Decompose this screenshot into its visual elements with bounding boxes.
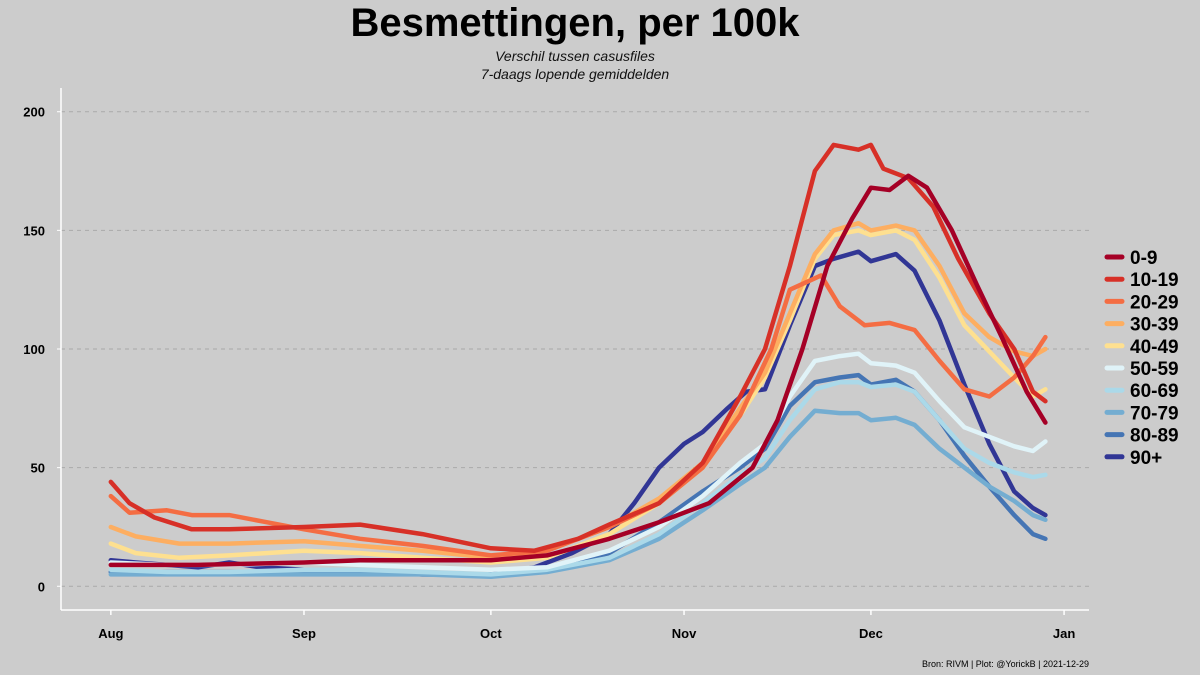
legend: 0-910-1920-2930-3940-4950-5960-6970-7980…	[1104, 248, 1179, 469]
series-line-90plus	[108, 249, 1048, 577]
legend-label: 10-19	[1130, 270, 1179, 291]
legend-label: 40-49	[1130, 337, 1179, 358]
y-tick-label: 0	[38, 579, 45, 594]
series-line-70-79	[108, 408, 1048, 580]
series-lines	[108, 142, 1048, 580]
axes: 0 50 100 150 200 Aug Sep Oct Nov Dec Jan	[23, 88, 1089, 641]
legend-label: 70-79	[1130, 403, 1179, 424]
legend-label: 60-69	[1130, 381, 1179, 402]
legend-label: 80-89	[1130, 426, 1179, 447]
x-tick-label: Oct	[480, 626, 502, 641]
x-tick-label: Dec	[859, 626, 883, 641]
series-line-60-69	[108, 379, 1048, 577]
series-line-30-39	[108, 220, 1048, 561]
x-tick-label: Aug	[98, 626, 123, 641]
chart-subtitle-line-2: 7-daags lopende gemiddelden	[481, 66, 670, 82]
x-tick-label: Sep	[292, 626, 316, 641]
chart-subtitle-line-1: Verschil tussen casusfiles	[495, 48, 655, 64]
y-tick-label: 100	[23, 342, 45, 357]
y-tick-label: 150	[23, 223, 45, 238]
series-line-0-9	[108, 173, 1048, 568]
legend-label: 30-39	[1130, 315, 1179, 336]
y-tick-label: 50	[31, 461, 45, 476]
legend-label: 50-59	[1130, 359, 1179, 380]
series-line-10-19	[108, 142, 1048, 553]
legend-label: 20-29	[1130, 292, 1179, 313]
x-tick-label: Jan	[1053, 626, 1075, 641]
chart-caption: Bron: RIVM | Plot: @YorickB | 2021-12-29	[922, 659, 1089, 669]
grid-lines	[61, 111, 1089, 587]
legend-label: 90+	[1130, 448, 1162, 469]
legend-label: 0-9	[1130, 248, 1157, 269]
series-line-20-29	[108, 273, 1048, 558]
series-line-40-49	[108, 228, 1048, 565]
chart-title: Besmettingen, per 100k	[350, 1, 800, 45]
y-tick-label: 200	[23, 105, 45, 120]
x-tick-label: Nov	[672, 626, 697, 641]
